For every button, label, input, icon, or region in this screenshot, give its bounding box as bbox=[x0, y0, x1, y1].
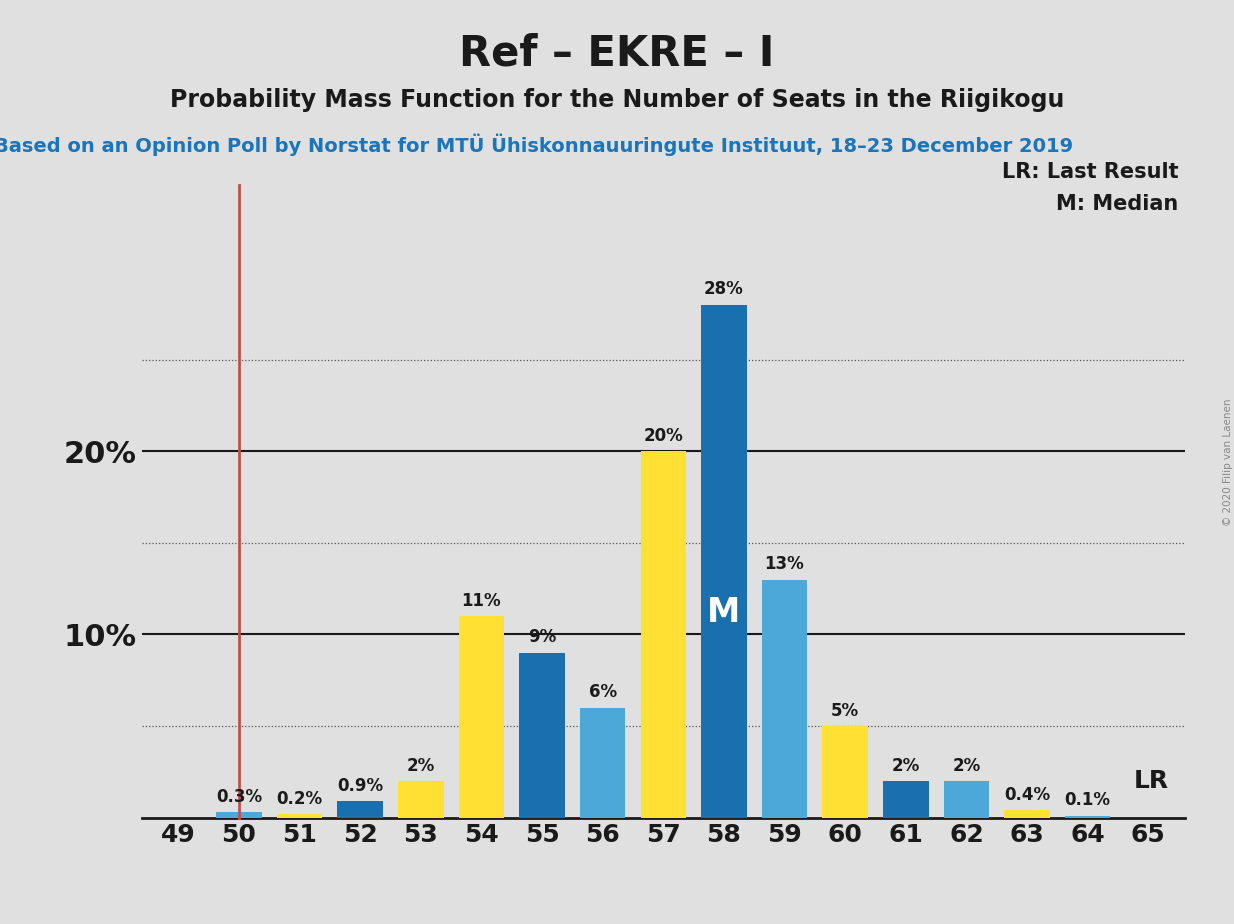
Bar bbox=[640, 451, 686, 818]
Text: 2%: 2% bbox=[407, 757, 434, 774]
Text: Probability Mass Function for the Number of Seats in the Riigikogu: Probability Mass Function for the Number… bbox=[170, 88, 1064, 112]
Text: 5%: 5% bbox=[830, 701, 859, 720]
Text: 2%: 2% bbox=[892, 757, 919, 774]
Bar bbox=[337, 801, 383, 818]
Text: LR: Last Result: LR: Last Result bbox=[1002, 162, 1178, 182]
Bar bbox=[1004, 810, 1050, 818]
Text: 0.4%: 0.4% bbox=[1004, 786, 1050, 804]
Text: 2%: 2% bbox=[953, 757, 981, 774]
Bar bbox=[399, 781, 443, 818]
Bar bbox=[276, 814, 322, 818]
Bar bbox=[761, 579, 807, 818]
Text: 6%: 6% bbox=[589, 684, 617, 701]
Bar bbox=[944, 781, 990, 818]
Text: M: M bbox=[707, 596, 740, 629]
Bar bbox=[1065, 816, 1111, 818]
Bar bbox=[822, 726, 868, 818]
Text: © 2020 Filip van Laenen: © 2020 Filip van Laenen bbox=[1223, 398, 1233, 526]
Text: Ref – EKRE – I: Ref – EKRE – I bbox=[459, 32, 775, 74]
Bar bbox=[520, 652, 565, 818]
Bar bbox=[459, 616, 505, 818]
Bar bbox=[580, 708, 626, 818]
Text: Based on an Opinion Poll by Norstat for MTÜ Ühiskonnauuringute Instituut, 18–23 : Based on an Opinion Poll by Norstat for … bbox=[0, 134, 1072, 156]
Text: 9%: 9% bbox=[528, 628, 557, 647]
Bar bbox=[216, 812, 262, 818]
Text: 20%: 20% bbox=[643, 427, 684, 444]
Text: 0.9%: 0.9% bbox=[337, 777, 384, 795]
Bar bbox=[884, 781, 928, 818]
Text: 28%: 28% bbox=[705, 280, 744, 298]
Text: 0.1%: 0.1% bbox=[1065, 792, 1111, 809]
Text: 0.2%: 0.2% bbox=[276, 790, 322, 808]
Text: 13%: 13% bbox=[765, 555, 805, 573]
Bar bbox=[701, 305, 747, 818]
Text: M: Median: M: Median bbox=[1056, 194, 1178, 214]
Text: 11%: 11% bbox=[462, 591, 501, 610]
Text: 0.3%: 0.3% bbox=[216, 788, 262, 806]
Text: LR: LR bbox=[1134, 769, 1169, 793]
